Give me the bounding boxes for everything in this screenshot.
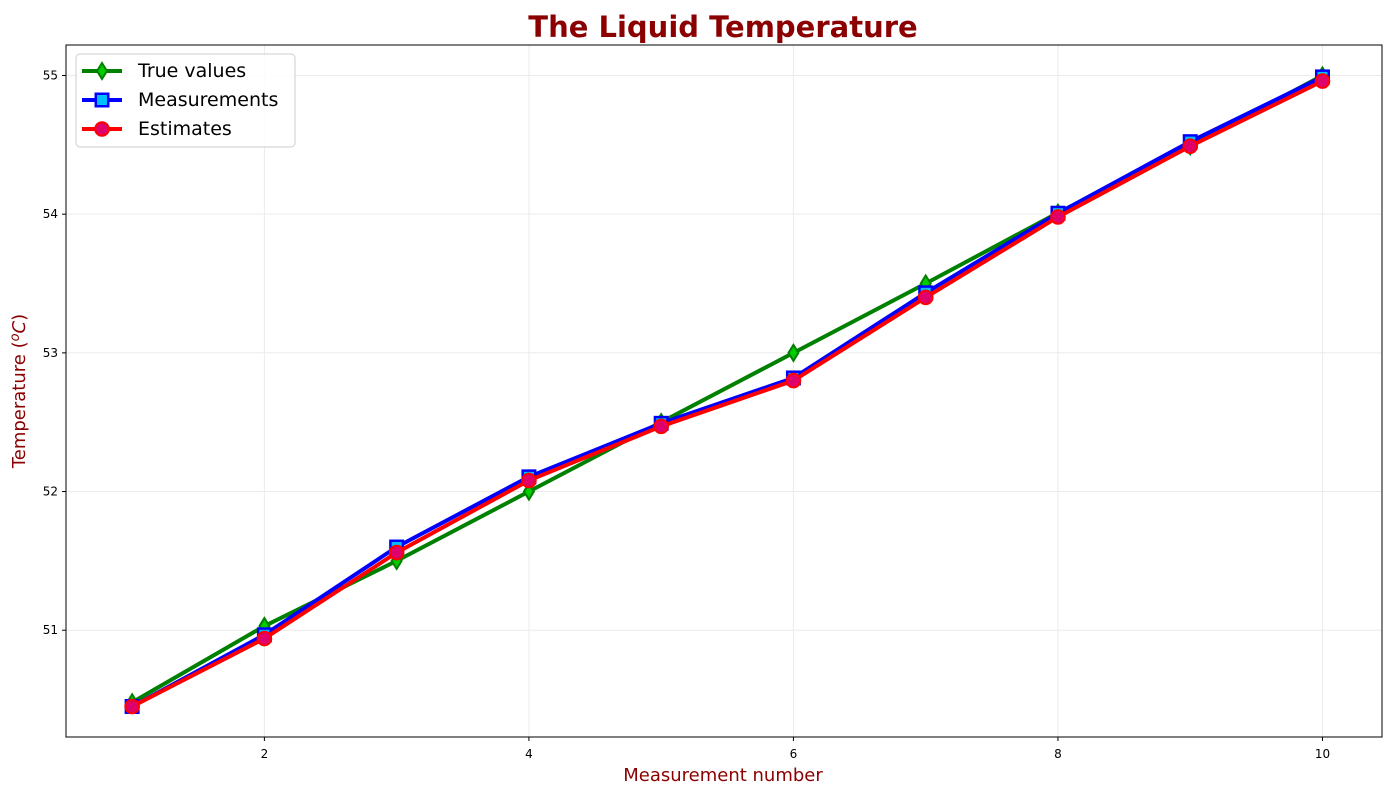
chart-title: The Liquid Temperature xyxy=(528,10,917,44)
grid xyxy=(66,45,1382,737)
data-point xyxy=(521,472,537,489)
data-point xyxy=(388,544,405,561)
series-line xyxy=(131,75,1324,709)
data-point xyxy=(1182,138,1199,155)
y-tick-label: 53 xyxy=(43,346,58,360)
y-tick-label: 54 xyxy=(43,207,58,221)
x-tick-label: 8 xyxy=(1054,747,1062,761)
legend-marker xyxy=(94,92,110,108)
legend-marker xyxy=(94,121,110,137)
series-layer xyxy=(124,65,1331,715)
data-point xyxy=(124,698,140,715)
y-tick-label: 55 xyxy=(43,69,58,83)
x-tick-label: 10 xyxy=(1315,747,1330,761)
legend-label: Estimates xyxy=(138,118,232,140)
legend: True values Measurements Estimates xyxy=(75,53,296,148)
legend-item: True values xyxy=(82,60,246,82)
legend-item: Measurements xyxy=(82,89,278,111)
plot-frame xyxy=(65,44,1383,738)
legend-label: True values xyxy=(137,60,246,82)
y-tick-label: 52 xyxy=(43,485,58,499)
ticks: 2 4 6 8 10 51 52 53 54 55 xyxy=(43,69,1330,761)
data-point xyxy=(653,418,669,435)
data-point xyxy=(787,342,800,363)
data-point xyxy=(1050,209,1066,225)
legend-label: Measurements xyxy=(138,89,278,111)
data-point xyxy=(256,630,273,647)
series-3 xyxy=(124,73,1331,715)
data-point xyxy=(917,289,934,306)
y-tick-label: 51 xyxy=(43,623,58,637)
y-axis-label-unit: C xyxy=(9,320,30,333)
legend-box xyxy=(75,53,296,148)
data-point xyxy=(785,372,802,389)
y-axis-label: Temperature (oC) xyxy=(8,314,30,469)
legend-marker xyxy=(95,61,109,81)
y-axis-label-text: Temperature ( xyxy=(9,341,30,469)
x-axis-label: Measurement number xyxy=(623,765,823,786)
legend-item: Estimates xyxy=(82,118,232,140)
series-line xyxy=(131,79,1324,709)
y-axis-label-sup: o xyxy=(8,333,23,341)
x-tick-label: 6 xyxy=(790,747,798,761)
y-axis-label-close: ) xyxy=(9,314,30,321)
x-tick-label: 2 xyxy=(261,747,269,761)
x-tick-label: 4 xyxy=(525,747,533,761)
data-point xyxy=(1314,73,1331,89)
